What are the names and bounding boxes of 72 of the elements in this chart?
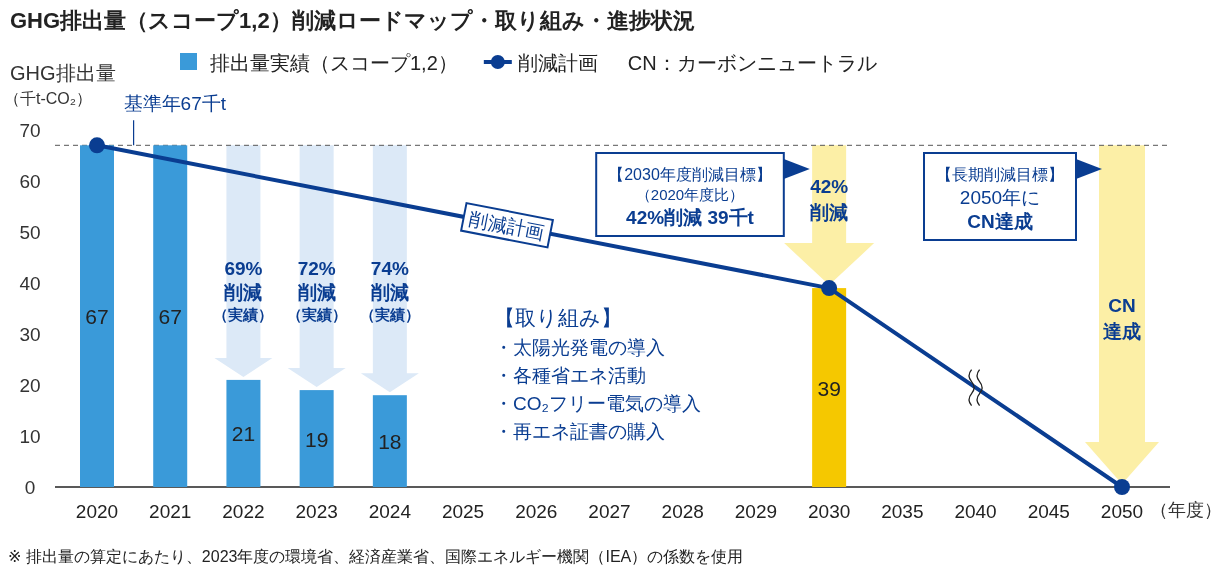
annotation: 72% xyxy=(297,258,336,279)
x-tick-label: 2035 xyxy=(881,501,924,522)
y-tick-label: 30 xyxy=(19,324,41,345)
x-tick-label: 2024 xyxy=(368,501,412,522)
point xyxy=(1114,479,1130,495)
data-label: 67 xyxy=(85,305,109,329)
annotation: ・各種省エネ活動 xyxy=(494,365,646,386)
point xyxy=(821,280,838,297)
annotation: 【取り組み】 xyxy=(494,306,622,329)
x-tick-label: 2040 xyxy=(954,501,997,522)
x-tick-label: 2025 xyxy=(441,501,485,522)
ref-line-label: 基準年67千t xyxy=(123,93,227,115)
x-tick-label: 2026 xyxy=(515,501,558,522)
bar xyxy=(299,390,334,487)
x-tick-label: 2020 xyxy=(75,501,119,522)
point xyxy=(89,137,105,154)
annotation: CN達成 xyxy=(967,211,1033,232)
annotation: 【2030年度削減目標】 xyxy=(608,166,772,183)
legend-label: 排出量実績（スコープ1,2） xyxy=(210,52,458,74)
data-label: 21 xyxy=(231,422,256,446)
annotation: 削減 xyxy=(296,282,336,303)
text: CN：カーボンニュートラル xyxy=(627,52,877,74)
y-tick-label: 0 xyxy=(24,477,36,498)
y-tick-label: 20 xyxy=(19,375,41,396)
annotation: 削減 xyxy=(223,282,263,303)
annotation: 削減 xyxy=(809,202,849,223)
annotation: （2020年度比） xyxy=(635,186,745,203)
annotation: CN xyxy=(1108,295,1136,316)
x-tick-label: 2028 xyxy=(661,501,704,522)
data-label: 19 xyxy=(304,427,329,451)
x-tick-label: 2045 xyxy=(1027,501,1070,522)
y-tick-label: 60 xyxy=(19,171,41,192)
data-label: 18 xyxy=(378,430,402,454)
annotation: ・CO₂フリー電気の導入 xyxy=(494,393,701,414)
x-tick-label: 2023 xyxy=(295,501,338,522)
annotation: 42%削減 39千t xyxy=(626,207,755,228)
annotation: 【長期削減目標】 xyxy=(936,166,1064,183)
x-tick-label: 2029 xyxy=(734,501,778,522)
annotation: 42% xyxy=(810,176,849,197)
annotation: 達成 xyxy=(1103,321,1141,342)
y-tick-label: 70 xyxy=(19,120,41,141)
annotation: （実績） xyxy=(359,306,420,323)
annotation: （実績） xyxy=(286,306,347,323)
bar xyxy=(812,288,847,487)
annotation: 74% xyxy=(370,258,409,279)
y-tick-label: 40 xyxy=(19,273,41,294)
x-tick-label: 2027 xyxy=(588,501,631,522)
data-label: 67 xyxy=(158,305,182,329)
annotation: 2050年に xyxy=(959,187,1041,208)
annotation: 69% xyxy=(224,258,263,279)
y-tick-label: 50 xyxy=(19,222,41,243)
annotation: 削減 xyxy=(369,282,409,303)
chart-title: GHG排出量（スコープ1,2）削減ロードマップ・取り組み・進捗状況 xyxy=(10,8,695,33)
y-tick-label: 10 xyxy=(19,426,41,447)
x-tick-label: 2050 xyxy=(1100,501,1144,522)
data-label: 39 xyxy=(817,376,841,400)
x-tick-label: 2030 xyxy=(808,501,851,522)
bar xyxy=(153,145,188,487)
y-axis-title: GHG排出量 xyxy=(10,62,116,84)
text: 削減計画 xyxy=(467,208,547,244)
text: （千t-CO₂） xyxy=(4,90,92,107)
legend-label: 削減計画 xyxy=(517,52,598,74)
x-tick-label: 2022 xyxy=(222,501,265,522)
annotation: （実績） xyxy=(213,306,274,323)
text: ※ 排出量の算定にあたり、2023年度の環境省、経済産業省、国際エネルギー機関（IEA）の係数を使用 xyxy=(8,548,744,565)
annotation: ・再エネ証書の購入 xyxy=(494,421,665,442)
bar xyxy=(226,379,261,487)
x-tick-label: 2021 xyxy=(149,501,192,522)
x-axis-title: （年度） xyxy=(1150,500,1218,520)
bar xyxy=(372,395,407,487)
bar xyxy=(80,145,114,487)
annotation: ・太陽光発電の導入 xyxy=(494,337,665,358)
